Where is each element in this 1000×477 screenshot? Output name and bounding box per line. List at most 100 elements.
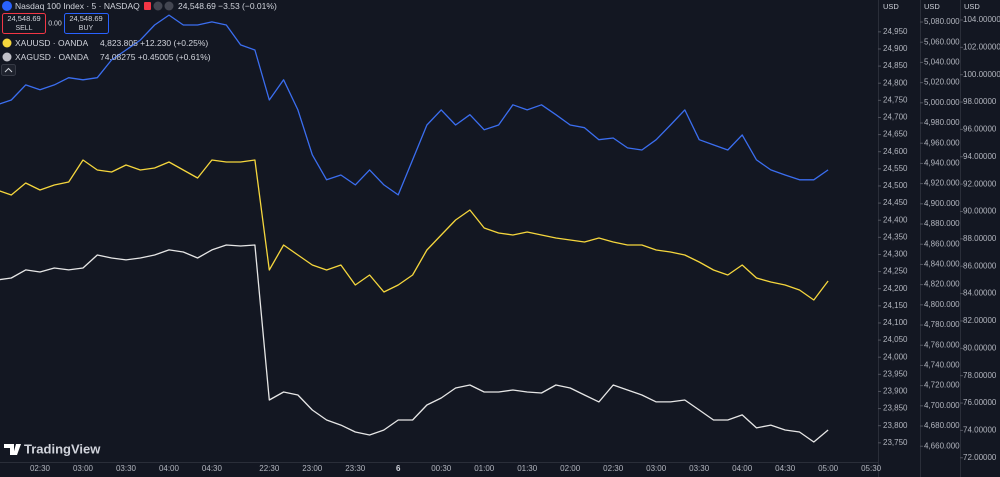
y-tick-label: 24,500: [883, 181, 908, 190]
y-tick-label: 4,740.000: [924, 361, 960, 370]
y-tick-label: 24,300: [883, 250, 908, 259]
symbol-icon: [2, 52, 12, 62]
series-name: Nasdaq 100 Index · 5 · NASDAQ: [15, 1, 140, 11]
y-tick-label: 24,700: [883, 113, 908, 122]
series-quote: 4,823.805 +12.230 (+0.25%): [100, 38, 208, 48]
y-tick-label: 102.00000: [963, 42, 1000, 51]
y-tick-label: 23,900: [883, 387, 908, 396]
y-tick-label: 88.00000: [963, 234, 997, 243]
y-tick-label: 23,850: [883, 404, 908, 413]
y-tick-label: 24,150: [883, 301, 908, 310]
sell-button[interactable]: [2, 13, 46, 34]
y-tick-label: 4,820.000: [924, 280, 960, 289]
series-line: [0, 159, 829, 301]
y-tick-label: 78.00000: [963, 371, 997, 380]
axis-headers: USD USD USD: [879, 0, 1000, 14]
spread: 0.00: [48, 20, 62, 27]
logo-text: TradingView: [24, 441, 101, 456]
y-tick-label: 86.00000: [963, 261, 997, 270]
axis-unit: USD: [964, 2, 980, 11]
series-quote: 24,548.69 −3.53 (−0.01%): [178, 1, 277, 11]
y-tick-label: 96.00000: [963, 125, 997, 134]
y-tick-label: 24,600: [883, 147, 908, 156]
y-tick-label: 4,700.000: [924, 401, 960, 410]
x-tick-label: 03:00: [646, 464, 667, 473]
y-tick-label: 98.00000: [963, 97, 997, 106]
y-tick-label: 24,450: [883, 198, 908, 207]
y-tick-label: 4,780.000: [924, 320, 960, 329]
symbol-icon: [2, 1, 12, 11]
y-tick-label: 24,200: [883, 284, 908, 293]
y-tick-label: 24,750: [883, 95, 908, 104]
y-tick-label: 24,250: [883, 267, 908, 276]
y-tick-label: 24,950: [883, 27, 908, 36]
toggle-icon[interactable]: [153, 1, 163, 11]
y-tick-label: 24,850: [883, 61, 908, 70]
flag-icon: [144, 2, 151, 10]
y-tick-label: 24,800: [883, 78, 908, 87]
y-tick-label: 4,680.000: [924, 421, 960, 430]
y-tick-label: 104.00000: [963, 15, 1000, 24]
y-tick-label: 5,060.000: [924, 37, 960, 46]
logo-icon: [4, 444, 21, 455]
axis-unit: USD: [924, 2, 940, 11]
y-tick-label: 4,980.000: [924, 118, 960, 127]
series-lines: [0, 14, 829, 443]
x-tick-label: 23:30: [345, 464, 366, 473]
y-tick-label: 84.00000: [963, 289, 997, 298]
x-tick-label: 03:00: [73, 464, 94, 473]
x-tick-label: 22:30: [259, 464, 280, 473]
y-tick-label: 24,650: [883, 130, 908, 139]
x-tick-label: 04:30: [775, 464, 796, 473]
y-tick-label: 4,840.000: [924, 260, 960, 269]
y-tick-label: 80.00000: [963, 343, 997, 352]
y-tick-label: 4,880.000: [924, 219, 960, 228]
axis-header[interactable]: [921, 0, 960, 14]
axis-header[interactable]: [879, 0, 920, 14]
series-name: XAUUSD · OANDA: [15, 38, 89, 48]
y-tick-label: 4,720.000: [924, 381, 960, 390]
y-tick-label: 92.00000: [963, 179, 997, 188]
y-tick-label: 24,350: [883, 232, 908, 241]
y-tick-label: 4,960.000: [924, 138, 960, 147]
buy-button[interactable]: [64, 13, 109, 34]
x-tick-label: 04:00: [159, 464, 180, 473]
x-tick-label: 03:30: [116, 464, 137, 473]
x-tick-label: 04:00: [732, 464, 753, 473]
y-tick-label: 72.00000: [963, 453, 997, 462]
axes: 23,750 23,800 23,850 23,900 23,950 24,000 24,0…: [30, 15, 1000, 473]
x-tick-label: 01:30: [517, 464, 538, 473]
y-tick-label: 4,900.000: [924, 199, 960, 208]
axis-unit: USD: [883, 2, 899, 11]
y-tick-label: 4,800.000: [924, 300, 960, 309]
y-tick-label: 24,400: [883, 215, 908, 224]
y-tick-label: 24,050: [883, 335, 908, 344]
x-tick-label: 6: [396, 464, 401, 473]
y-tick-label: 24,000: [883, 352, 908, 361]
x-tick-label: 01:00: [474, 464, 495, 473]
y-tick-label: 5,040.000: [924, 58, 960, 67]
sell-label: SELL: [15, 25, 32, 32]
y-tick-label: 4,940.000: [924, 159, 960, 168]
y-tick-label: 24,550: [883, 164, 908, 173]
series-line: [0, 244, 829, 443]
x-tick-label: 02:00: [560, 464, 581, 473]
y-tick-label: 5,080.000: [924, 17, 960, 26]
symbol-icon: [2, 38, 12, 48]
x-tick-label: 00:30: [431, 464, 452, 473]
y-tick-label: 23,800: [883, 421, 908, 430]
x-tick-label: 03:30: [689, 464, 710, 473]
series-line: [0, 14, 829, 196]
axis-header[interactable]: [961, 0, 1000, 14]
buy-label: BUY: [79, 25, 94, 32]
buy-price: 24,548.69: [69, 14, 102, 23]
y-tick-label: 4,860.000: [924, 239, 960, 248]
collapse-button[interactable]: [1, 64, 16, 76]
y-tick-label: 4,660.000: [924, 441, 960, 450]
y-tick-label: 24,100: [883, 318, 908, 327]
x-tick-label: 02:30: [603, 464, 624, 473]
y-tick-label: 4,920.000: [924, 179, 960, 188]
y-tick-label: 90.00000: [963, 207, 997, 216]
toggle-icon[interactable]: [164, 1, 174, 11]
